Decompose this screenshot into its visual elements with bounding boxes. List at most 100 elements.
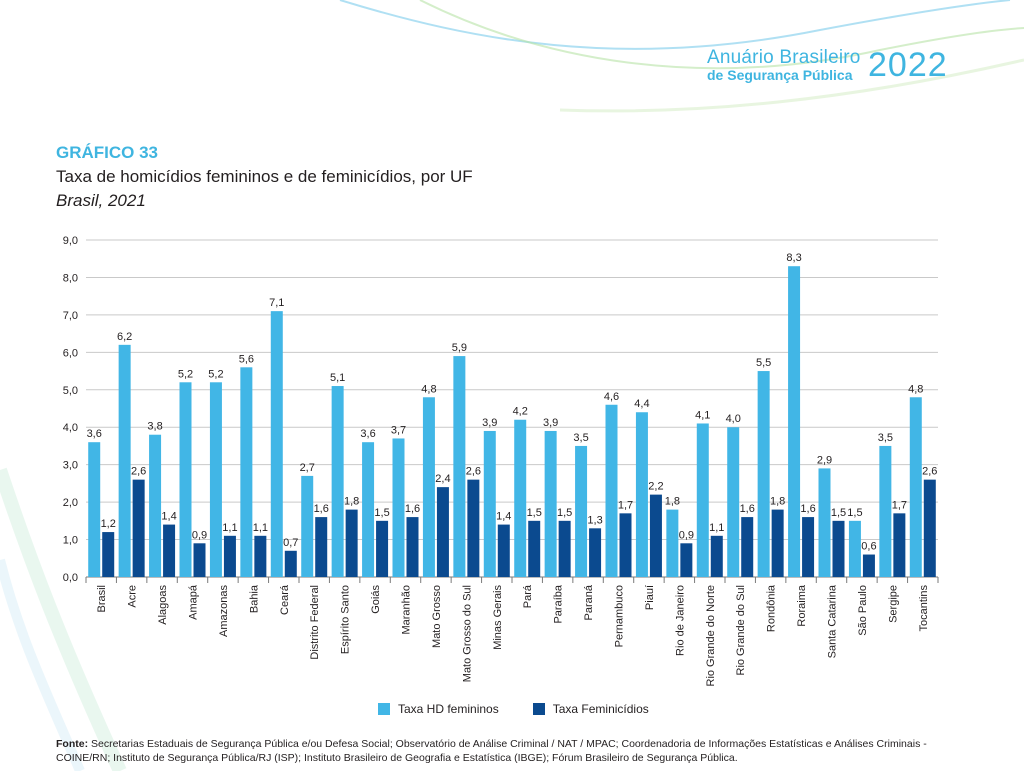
y-tick-label: 1,0	[63, 535, 78, 547]
bar	[270, 311, 283, 577]
chart-subtitle: Brasil, 2021	[56, 191, 146, 210]
data-label: 2,6	[466, 466, 481, 478]
bar	[514, 419, 527, 577]
bar	[193, 543, 206, 577]
brand-line2: de Segurança Pública	[707, 67, 853, 83]
bar	[132, 479, 145, 577]
data-label: 1,7	[892, 499, 907, 511]
data-label: 5,5	[756, 357, 771, 369]
data-label: 4,8	[421, 383, 436, 395]
data-label: 1,6	[314, 503, 329, 515]
bar	[483, 430, 496, 577]
bar	[301, 475, 314, 577]
data-label: 1,5	[557, 507, 572, 519]
source-note: Fonte: Secretarias Estaduais de Seguranç…	[56, 737, 956, 765]
data-label: 1,1	[253, 522, 268, 534]
data-label: 2,6	[131, 466, 146, 478]
data-label: 0,9	[192, 529, 207, 541]
bar	[88, 442, 101, 577]
data-label: 5,6	[239, 353, 254, 365]
data-label: 2,2	[648, 481, 663, 493]
data-label: 1,2	[101, 518, 116, 530]
data-label: 8,3	[786, 252, 801, 264]
x-tick-label: Brasil	[96, 585, 108, 613]
bar	[862, 554, 875, 577]
data-label: 5,9	[452, 342, 467, 354]
data-label: 2,4	[435, 473, 450, 485]
bar	[589, 528, 602, 577]
x-tick-label: Rio Grande do Norte	[705, 585, 717, 687]
bar	[909, 397, 922, 577]
legend-swatch-hd-femininos	[378, 703, 390, 715]
bar	[619, 513, 632, 577]
y-tick-label: 3,0	[63, 460, 78, 472]
x-tick-label: Paraná	[583, 584, 595, 620]
x-tick-label: Distrito Federal	[309, 585, 321, 660]
x-tick-label: Maranhão	[401, 585, 413, 635]
x-tick-label: Rondônia	[766, 584, 778, 632]
bar	[575, 445, 588, 577]
data-label: 1,6	[405, 503, 420, 515]
data-label: 1,6	[740, 503, 755, 515]
x-tick-label: Mato Grosso do Sul	[461, 585, 473, 682]
chart-label: GRÁFICO 33	[56, 143, 159, 162]
x-tick-label: São Paulo	[857, 585, 869, 636]
brand-logo: Anuário Brasileiro de Segurança Pública …	[704, 44, 954, 88]
x-tick-label: Bahia	[248, 584, 260, 613]
y-tick-label: 7,0	[63, 310, 78, 322]
bar	[757, 371, 770, 577]
bar	[528, 520, 541, 577]
x-tick-label: Amapá	[188, 584, 200, 620]
y-tick-label: 8,0	[63, 272, 78, 284]
data-label: 4,2	[513, 406, 528, 418]
x-tick-label: Minas Gerais	[492, 585, 504, 650]
y-tick-label: 5,0	[63, 385, 78, 397]
bar	[605, 404, 618, 577]
bar	[802, 517, 815, 577]
data-label: 2,9	[817, 454, 832, 466]
data-label: 1,4	[496, 511, 511, 523]
data-label: 3,7	[391, 424, 406, 436]
x-tick-label: Mato Grosso	[431, 585, 443, 648]
bar	[696, 423, 709, 577]
data-label: 1,5	[527, 507, 542, 519]
bar	[315, 517, 328, 577]
bar	[832, 520, 845, 577]
x-tick-label: Piauí	[644, 585, 656, 610]
x-tick-label: Pernambuco	[614, 585, 626, 647]
brand-year: 2022	[868, 46, 948, 84]
data-label: 1,7	[618, 499, 633, 511]
bar	[163, 524, 176, 577]
data-label: 4,6	[604, 391, 619, 403]
bar	[680, 543, 693, 577]
data-label: 5,1	[330, 372, 345, 384]
data-label: 1,5	[831, 507, 846, 519]
data-label: 2,6	[922, 466, 937, 478]
bar	[727, 427, 740, 577]
data-label: 3,6	[87, 428, 102, 440]
legend-item-hd-femininos: Taxa HD femininos	[378, 702, 499, 716]
bar	[771, 509, 784, 577]
bar	[223, 535, 236, 577]
bar	[923, 479, 936, 577]
bar	[149, 434, 162, 577]
data-label: 6,2	[117, 331, 132, 343]
x-tick-label: Tocantins	[918, 585, 930, 632]
bar	[436, 487, 449, 577]
bar	[118, 344, 131, 577]
x-tick-label: Acre	[127, 585, 139, 608]
bar	[818, 468, 831, 577]
bar	[362, 442, 375, 577]
bar	[240, 367, 253, 577]
x-tick-label: Rio Grande do Sul	[735, 585, 747, 676]
data-label: 3,8	[147, 421, 162, 433]
y-tick-label: 9,0	[63, 235, 78, 247]
data-label: 1,5	[847, 507, 862, 519]
bar	[422, 397, 435, 577]
x-tick-label: Goiás	[370, 585, 382, 614]
bar	[558, 520, 571, 577]
data-label: 4,4	[634, 398, 649, 410]
bar	[649, 494, 662, 577]
data-label: 1,6	[800, 503, 815, 515]
bar	[254, 535, 267, 577]
